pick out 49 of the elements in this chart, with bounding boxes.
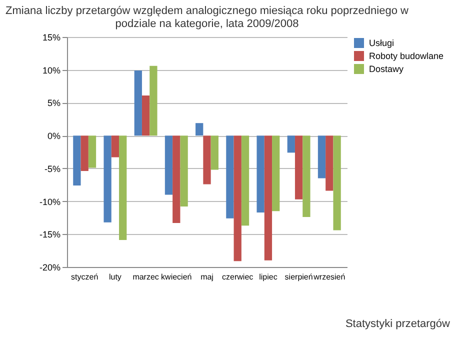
y-tick-label: -5% [44,164,60,174]
bar [272,136,280,212]
bar [180,136,188,207]
bar [287,136,295,153]
legend-label: Roboty budowlane [369,51,444,61]
bar [172,136,180,223]
x-tick-label: kwiecień [161,272,192,282]
bar [210,136,218,170]
y-tick-label: 0% [47,131,60,142]
chart-title: Zmiana liczby przetargów względem analogicznego miesiąca roku poprzedniego w podziale na kategorie, lata 2009/2008 [6,5,409,30]
y-tick-label: -10% [39,196,60,207]
bar [142,95,150,136]
x-tick-label: styczeń [71,272,98,282]
bar [294,136,303,200]
bar [104,136,112,222]
x-tick-label: sierpień [284,272,313,282]
bar [333,136,341,230]
bar [234,136,242,262]
bar [196,123,204,136]
x-tick-label: marzec [132,272,159,282]
y-tick-label: 5% [47,98,60,108]
bar [80,136,88,172]
bar [203,136,211,184]
bar [302,136,310,218]
bar [164,136,173,195]
y-tick-label: -20% [39,262,60,272]
x-tick-label: czerwiec [222,272,254,282]
legend-label: Dostawy [369,64,404,74]
bar [119,136,127,240]
x-tick-label: luty [108,272,122,282]
bar [264,136,272,260]
legend-label: Usługi [369,38,394,48]
y-tick-label: -15% [39,230,60,240]
y-tick-label: 10% [42,65,60,76]
bar [256,136,264,212]
x-tick-label: maj [200,272,214,282]
bar [111,136,120,158]
y-tick-label: 15% [42,32,60,42]
bar [326,136,334,191]
x-tick-label: wrzesień [312,272,346,282]
bar [226,136,234,218]
bar [134,70,142,136]
text: Statystyki przetargów [345,318,450,330]
bar [73,136,81,186]
bar [150,66,158,136]
bar [88,136,96,168]
bar [318,136,326,178]
bar [241,136,250,226]
x-tick-label: lipiec [259,272,278,282]
